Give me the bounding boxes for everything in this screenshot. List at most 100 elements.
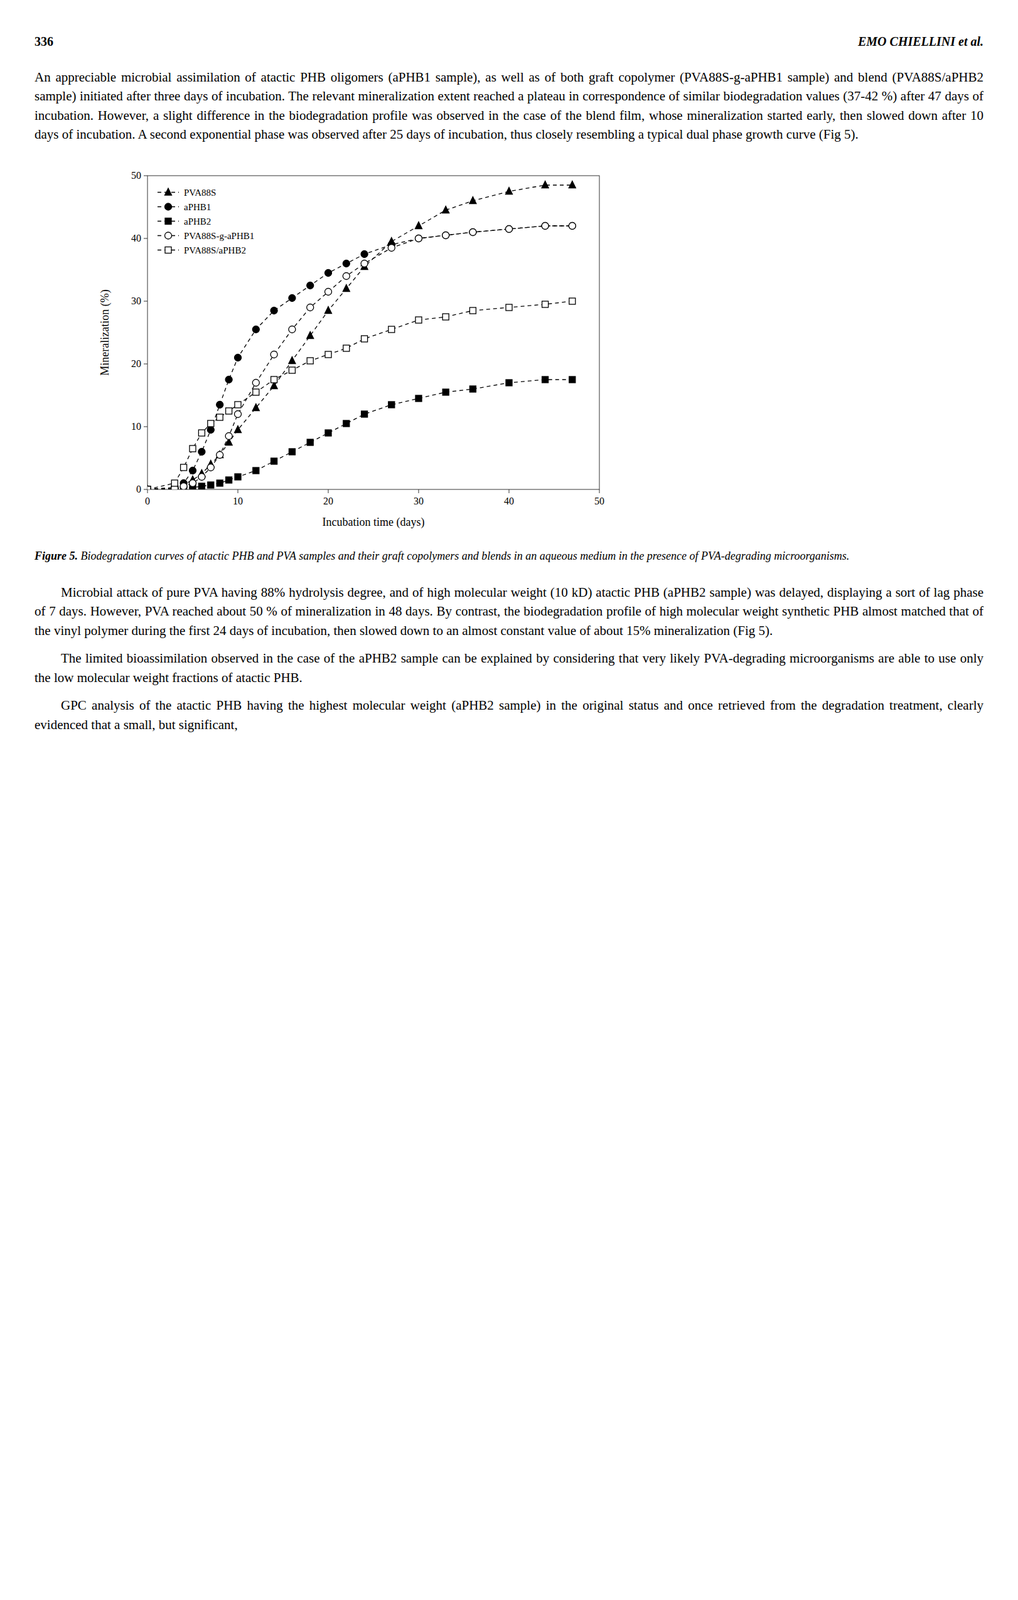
paragraph: An appreciable microbial assimilation of…	[34, 67, 984, 145]
point	[469, 385, 476, 393]
series-line	[147, 379, 573, 490]
point	[234, 353, 242, 361]
point	[147, 485, 152, 490]
chart: 0102030405001020304050Incubation time (d…	[91, 163, 984, 543]
point	[388, 401, 395, 408]
point	[198, 429, 205, 437]
point	[207, 482, 215, 489]
x-tick	[599, 489, 601, 494]
legend: PVA88SaPHB1aPHB2PVA88S-g-aPHB1PVA88S/aPH…	[157, 187, 255, 255]
series	[147, 180, 576, 490]
running-head: EMO CHIELLINI et al.	[857, 34, 984, 49]
series	[147, 222, 576, 490]
point	[343, 345, 350, 352]
chart-svg: 0102030405001020304050Incubation time (d…	[91, 163, 619, 540]
point	[343, 420, 350, 427]
point	[147, 485, 152, 490]
y-tick-label: 0	[136, 483, 142, 495]
series	[147, 222, 576, 490]
page: 336EMO CHIELLINI et al. An appreciable mi…	[0, 0, 1018, 778]
y-tick-label: 50	[131, 170, 142, 181]
legend-label: PVA88S	[183, 187, 216, 198]
y-tick-label: 20	[131, 358, 142, 370]
y-axis-label: Mineralization (%)	[98, 289, 112, 376]
header: 336EMO CHIELLINI et al.	[34, 34, 984, 49]
point	[442, 205, 450, 213]
point	[252, 403, 260, 411]
point	[216, 401, 224, 408]
x-tick-label: 40	[503, 495, 515, 507]
point	[361, 411, 368, 418]
x-tick-label: 50	[594, 495, 605, 507]
point	[469, 228, 477, 236]
point	[147, 485, 152, 490]
paragraph: GPC analysis of the atactic PHB having t…	[34, 696, 984, 735]
legend-label: aPHB2	[183, 215, 211, 226]
caption-text: Biodegradation curves of atactic PHB and…	[80, 549, 850, 563]
point	[442, 231, 450, 239]
point	[542, 376, 549, 383]
y-tick	[143, 426, 148, 427]
point	[207, 420, 215, 427]
point	[252, 389, 260, 396]
point	[442, 313, 449, 321]
y-tick-label: 30	[131, 295, 142, 307]
point	[442, 231, 450, 239]
legend-marker	[165, 203, 172, 211]
point	[270, 306, 278, 314]
x-tick-label: 0	[144, 495, 151, 507]
point	[541, 222, 549, 230]
point	[198, 473, 206, 481]
point	[288, 294, 296, 302]
point	[216, 451, 224, 459]
legend-marker	[165, 246, 172, 253]
x-tick	[418, 489, 420, 494]
point	[216, 480, 223, 487]
series-line	[147, 185, 573, 490]
point	[415, 395, 422, 402]
point	[415, 234, 423, 242]
point	[252, 379, 260, 386]
point	[505, 187, 513, 194]
point	[505, 379, 513, 386]
point	[306, 357, 314, 365]
point	[306, 439, 314, 446]
x-tick	[237, 489, 239, 494]
legend-marker	[165, 217, 172, 225]
point	[442, 389, 449, 396]
series	[147, 298, 576, 490]
point	[234, 473, 242, 481]
point	[505, 225, 513, 233]
y-tick	[143, 363, 148, 365]
legend-label: aPHB1	[183, 201, 211, 212]
point	[325, 351, 332, 358]
point	[388, 326, 395, 333]
point	[505, 304, 513, 311]
y-tick	[143, 175, 148, 176]
paragraph: Microbial attack of pure PVA having 88% …	[34, 583, 984, 641]
plot-frame	[147, 175, 600, 490]
point	[234, 425, 242, 433]
y-tick-label: 40	[131, 232, 142, 244]
point	[234, 410, 242, 418]
point	[342, 284, 350, 292]
point	[361, 335, 368, 343]
point	[225, 432, 233, 440]
point	[415, 234, 423, 242]
caption-label: Figure 5.	[34, 549, 78, 563]
y-tick	[143, 237, 148, 239]
point	[225, 375, 233, 383]
point	[225, 407, 233, 415]
point	[568, 180, 576, 188]
point	[147, 486, 151, 490]
point	[569, 298, 576, 305]
point	[252, 467, 260, 474]
point	[216, 414, 223, 421]
y-tick	[143, 300, 148, 302]
point	[198, 448, 206, 456]
point	[180, 464, 188, 471]
x-tick	[328, 489, 329, 494]
point	[271, 376, 278, 383]
legend-label: PVA88S/aPHB2	[183, 244, 247, 255]
point	[542, 301, 549, 308]
